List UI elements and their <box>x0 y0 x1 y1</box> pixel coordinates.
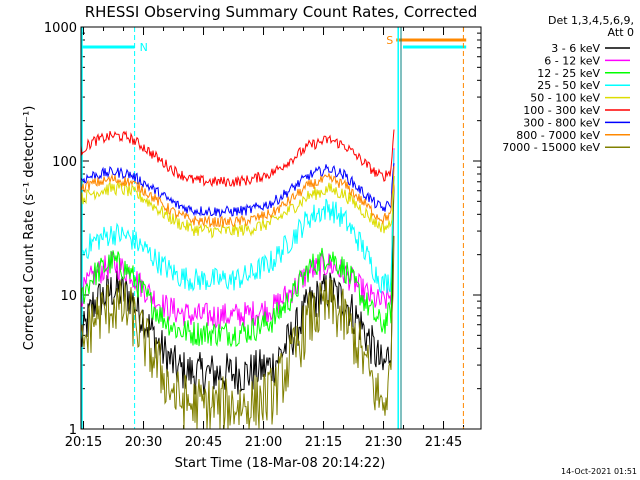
legend-entry-label: 800 - 7000 keV <box>516 129 600 142</box>
y-tick-labels: 1 10 100 1000 <box>44 21 77 438</box>
series-line <box>80 235 395 429</box>
x-tick-label: 21:00 <box>245 435 282 450</box>
legend-entry-label: 3 - 6 keV <box>551 42 600 55</box>
x-tick-label: 20:45 <box>185 435 222 450</box>
y-tick-label: 1 <box>69 423 77 438</box>
legend-entry-label: 25 - 50 keV <box>537 79 600 92</box>
y-tick-label: 100 <box>52 155 77 170</box>
series-line <box>80 180 395 239</box>
x-tick-label: 21:30 <box>365 435 402 450</box>
series-line <box>80 166 395 228</box>
series-line <box>80 175 395 348</box>
chart-title: RHESSI Observing Summary Count Rates, Co… <box>85 3 478 21</box>
x-tick-label: 21:45 <box>425 435 462 450</box>
x-tick-labels: 20:15 20:30 20:45 21:00 21:15 21:30 21:45 <box>65 435 462 450</box>
legend-header-line-2: Att 0 <box>608 26 634 39</box>
flag-lines: NS <box>81 27 467 429</box>
series-line <box>80 163 395 218</box>
y-axis-label: Corrected Count Rate (s⁻¹ detector⁻¹) <box>22 106 37 351</box>
x-tick-label: 20:30 <box>125 435 162 450</box>
flag-label-s: S <box>386 34 393 47</box>
x-tick-label: 21:15 <box>305 435 342 450</box>
legend-entry-label: 50 - 100 keV <box>530 92 600 105</box>
x-tick-label: 20:15 <box>65 435 102 450</box>
legend-entry-label: 6 - 12 keV <box>544 54 600 67</box>
legend-entry-label: 7000 - 15000 keV <box>502 141 600 154</box>
y-tick-label: 1000 <box>44 21 77 36</box>
x-axis-label: Start Time (18-Mar-08 20:14:22) <box>175 456 386 471</box>
series-group <box>80 129 395 429</box>
y-tick-label: 10 <box>60 289 77 304</box>
legend-entry-label: 300 - 800 keV <box>523 116 600 129</box>
timestamp: 14-Oct-2021 01:51 <box>561 467 637 476</box>
plot-frame <box>80 26 482 430</box>
legend-header-line-1: Det 1,3,4,5,6,9, <box>548 14 634 27</box>
series-line <box>80 149 395 294</box>
series-line <box>80 129 395 188</box>
legend-entry-label: 12 - 25 keV <box>537 67 600 80</box>
legend-entry-label: 100 - 300 keV <box>523 104 600 117</box>
flag-label-n: N <box>140 41 148 54</box>
